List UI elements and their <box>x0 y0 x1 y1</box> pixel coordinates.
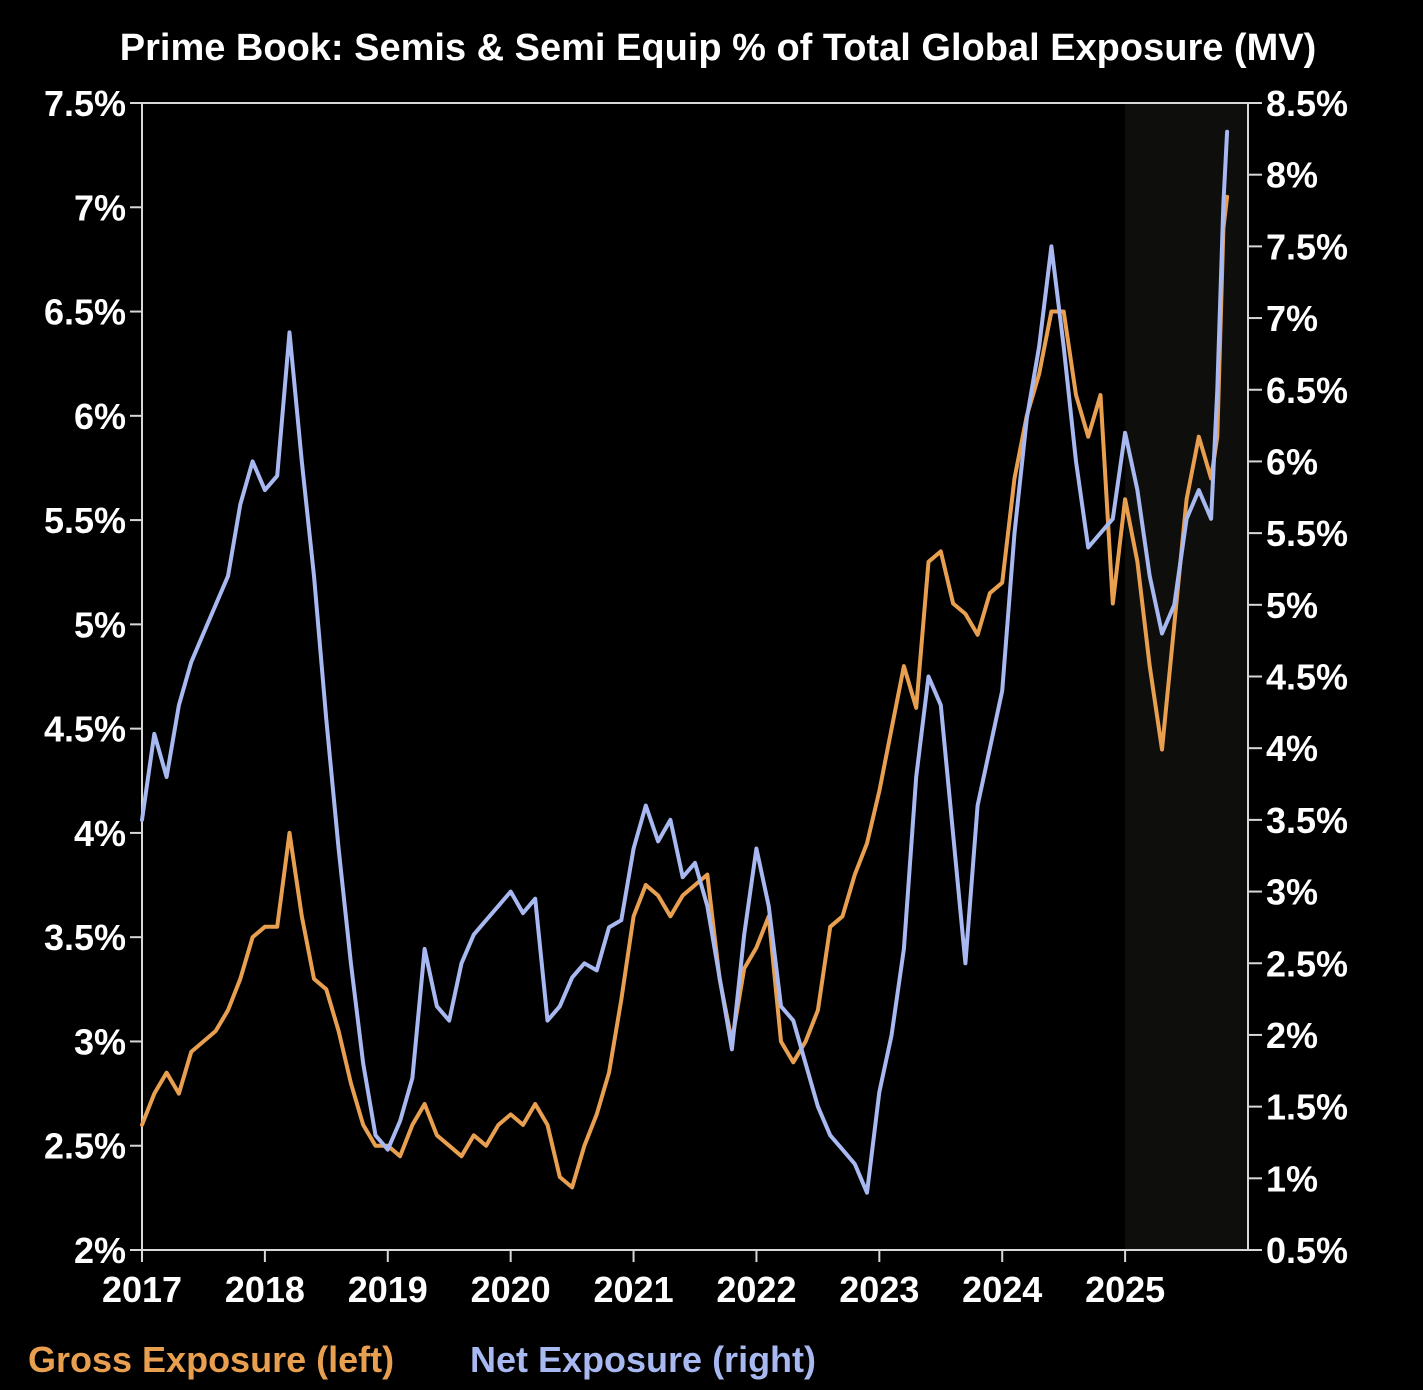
right-tick-label: 1.5% <box>1266 1087 1348 1128</box>
left-tick-label: 5.5% <box>44 500 126 541</box>
left-tick-label: 2.5% <box>44 1126 126 1167</box>
right-tick-label: 3.5% <box>1266 800 1348 841</box>
right-tick-label: 4.5% <box>1266 657 1348 698</box>
x-axis-ticks: 2017 2018 2019 2020 2021 2022 2023 2024 2025 <box>102 1250 1165 1310</box>
right-tick-label: 2.5% <box>1266 943 1348 984</box>
x-tick-label: 2020 <box>471 1269 551 1310</box>
x-tick-label: 2019 <box>348 1269 428 1310</box>
x-tick-label: 2017 <box>102 1269 182 1310</box>
left-tick-label: 6% <box>74 396 126 437</box>
right-tick-label: 5.5% <box>1266 513 1348 554</box>
right-tick-label: 5% <box>1266 585 1318 626</box>
left-tick-label: 5% <box>74 604 126 645</box>
series-line-net-exposure <box>140 129 1230 1195</box>
right-tick-label: 6.5% <box>1266 370 1348 411</box>
x-tick-label: 2024 <box>962 1269 1042 1310</box>
legend-item-net-exposure: Net Exposure (right) <box>470 1339 816 1380</box>
right-tick-label: 8.5% <box>1266 83 1348 124</box>
right-tick-label: 8% <box>1266 155 1318 196</box>
left-tick-label: 3.5% <box>44 917 126 958</box>
right-tick-label: 0.5% <box>1266 1230 1348 1271</box>
right-tick-label: 4% <box>1266 728 1318 769</box>
left-tick-label: 6.5% <box>44 292 126 333</box>
right-axis-ticks: 0.5% 1% 1.5% 2% 2.5% 3% 3.5% 4% 4.5% 5% 5.5% 6% 6.5%… <box>1248 83 1348 1271</box>
x-tick-label: 2021 <box>594 1269 674 1310</box>
legend-item-gross-exposure: Gross Exposure (left) <box>28 1339 394 1380</box>
left-tick-label: 7.5% <box>44 83 126 124</box>
right-tick-label: 1% <box>1266 1158 1318 1199</box>
right-tick-label: 7.5% <box>1266 226 1348 267</box>
chart-title: Prime Book: Semis & Semi Equip % of Tota… <box>120 27 1316 69</box>
right-tick-label: 7% <box>1266 298 1318 339</box>
left-tick-label: 4% <box>74 813 126 854</box>
x-tick-label: 2023 <box>839 1269 919 1310</box>
x-tick-label: 2018 <box>225 1269 305 1310</box>
x-tick-label: 2022 <box>716 1269 796 1310</box>
x-tick-label: 2025 <box>1085 1269 1165 1310</box>
right-tick-label: 2% <box>1266 1015 1318 1056</box>
left-tick-label: 4.5% <box>44 709 126 750</box>
left-tick-label: 3% <box>74 1021 126 1062</box>
left-tick-label: 2% <box>74 1230 126 1271</box>
left-axis-ticks: 2% 2.5% 3% 3.5% 4% 4.5% 5% 5.5% 6% 6.5% 7% 7.5% <box>44 83 142 1271</box>
shaded-region <box>1125 103 1248 1250</box>
left-tick-label: 7% <box>74 187 126 228</box>
series-line-gross-exposure <box>140 194 1230 1190</box>
right-tick-label: 3% <box>1266 872 1318 913</box>
right-tick-label: 6% <box>1266 441 1318 482</box>
